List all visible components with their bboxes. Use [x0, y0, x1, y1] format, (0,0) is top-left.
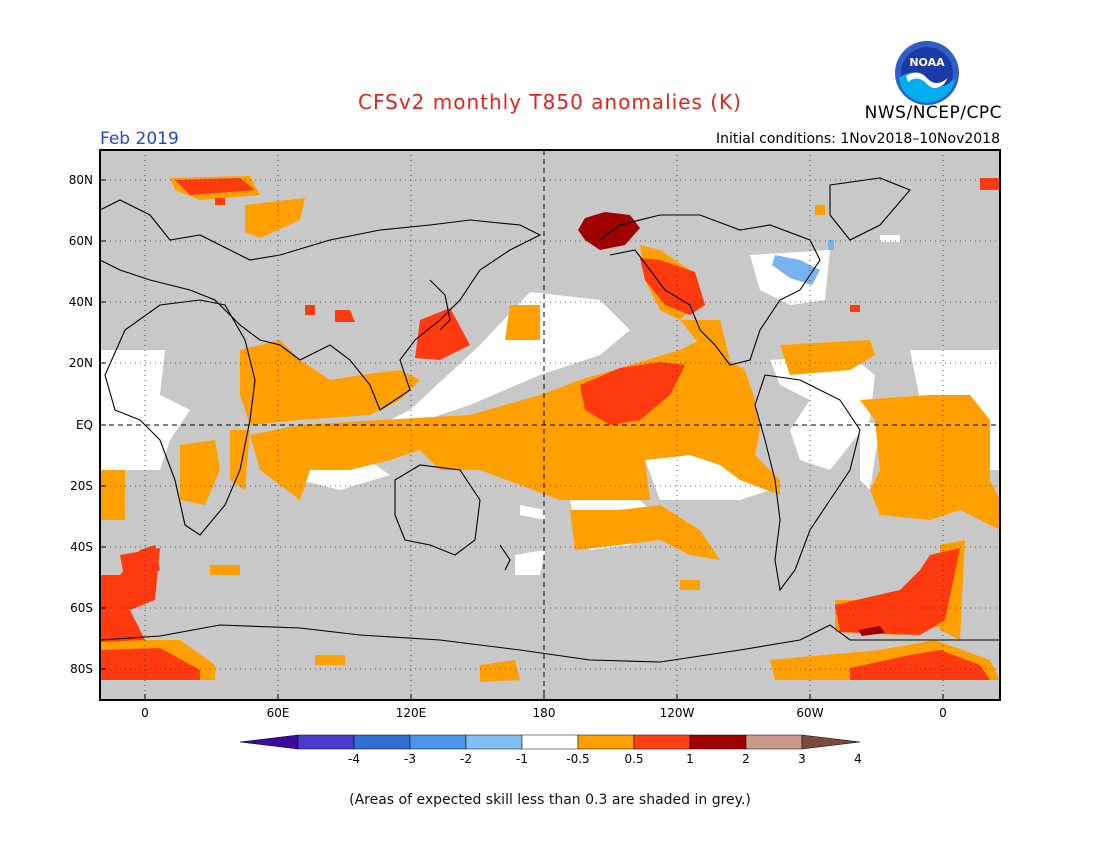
colorbar-tick-label: -3 [404, 752, 416, 766]
colorbar-ticks: -4 -3 -2 -1 -0.5 0.5 1 2 3 4 [348, 752, 862, 766]
longitude-axis: 0 60E 120E 180 120W 60W 0 [141, 706, 947, 720]
colorbar-tick-label: 4 [854, 752, 862, 766]
colorbar-tick-label: 3 [798, 752, 806, 766]
colorbar: -4 -3 -2 -1 -0.5 0.5 1 2 3 4 [239, 734, 862, 766]
colorbar-swatch [577, 734, 635, 750]
anomaly-2-3-regions [578, 212, 885, 636]
colorbar-tick-label: -1 [516, 752, 528, 766]
colorbar-swatch [239, 734, 299, 750]
lat-label: 60S [70, 601, 93, 615]
colorbar-swatch [689, 734, 747, 750]
graticule [100, 150, 1000, 700]
colorbar-swatch [745, 734, 803, 750]
lon-label: 60W [796, 706, 823, 720]
lat-label: 20S [70, 479, 93, 493]
colorbar-tick-label: 0.5 [624, 752, 643, 766]
colorbar-swatch [409, 734, 467, 750]
logo-text: NOAA [909, 56, 945, 69]
reference-lines [100, 150, 1000, 700]
agency-label: NWS/NCEP/CPC [864, 103, 1002, 123]
colorbar-swatch [521, 734, 579, 750]
forecast-period: Feb 2019 [100, 129, 179, 149]
lon-label: 180 [533, 706, 556, 720]
lon-label: 0 [141, 706, 149, 720]
latitude-axis: 80N 60N 40N 20N EQ 20S 40S 60S 80S [69, 173, 93, 676]
lat-label: 60N [69, 234, 93, 248]
lat-label: 40S [70, 540, 93, 554]
lon-label: 120E [396, 706, 427, 720]
lat-label: 20N [69, 356, 93, 370]
axis-ticks [100, 179, 944, 700]
lat-label: EQ [76, 418, 93, 432]
skill-footnote: (Areas of expected skill less than 0.3 a… [349, 792, 751, 808]
colorbar-swatch [297, 734, 355, 750]
lat-label: 80N [69, 173, 93, 187]
lat-label: 40N [69, 295, 93, 309]
colorbar-swatch [353, 734, 411, 750]
colorbar-tick-label: -2 [460, 752, 472, 766]
colorbar-swatch [633, 734, 691, 750]
anomaly-1-2-regions [100, 178, 1000, 680]
colorbar-tick-label: 1 [686, 752, 694, 766]
colorbar-tick-label: -4 [348, 752, 360, 766]
colorbar-swatch [801, 734, 861, 750]
lon-label: 0 [939, 706, 947, 720]
colorbar-swatches [239, 734, 861, 750]
lat-label: 80S [70, 662, 93, 676]
initial-conditions: Initial conditions: 1Nov2018–10Nov2018 [715, 131, 1000, 147]
colorbar-tick-label: 2 [742, 752, 750, 766]
lon-label: 120W [660, 706, 695, 720]
colorbar-tick-label: -0.5 [566, 752, 589, 766]
noaa-logo-icon: NOAA [895, 41, 959, 105]
coastlines [100, 177, 1000, 663]
colorbar-swatch [465, 734, 523, 750]
lon-label: 60E [267, 706, 290, 720]
chart-title: CFSv2 monthly T850 anomalies (K) [358, 90, 742, 114]
